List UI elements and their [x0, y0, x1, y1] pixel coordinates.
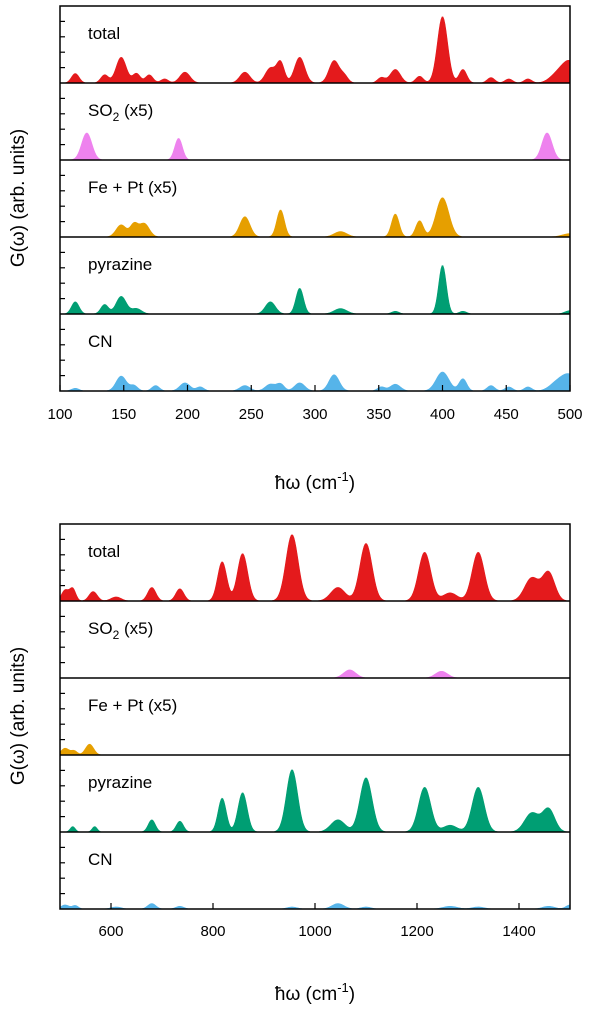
top-xtick-label: 100 [47, 406, 72, 423]
top-panel-FePt: Fe + Pt (x5) [60, 174, 571, 238]
bottom-label-FePt: Fe + Pt (x5) [88, 696, 177, 715]
bottom-panel-SO2: SO2 (x5) [60, 615, 570, 679]
top-xtick-label: 300 [302, 406, 327, 423]
top-panel-pyrazine: pyrazine [59, 251, 571, 315]
top-total-area [59, 16, 571, 84]
top-xtick-label: 450 [494, 406, 519, 423]
bottom-yaxis-title: G(ω) (arb. units) [8, 647, 29, 785]
bottom-xtick-label: 1000 [298, 923, 331, 940]
bottom-xaxis-title: ħω (cm-1) [275, 980, 355, 1005]
top-label-pyrazine: pyrazine [88, 255, 152, 274]
bottom-panel-total: total [59, 534, 571, 602]
top-chart: total SO2 (x5) Fe + Pt (x5) pyrazine CN 100 15… [8, 5, 583, 494]
bottom-label-SO2: SO2 (x5) [88, 619, 153, 642]
top-xtick-label: 150 [111, 406, 136, 423]
bottom-xtick-label: 1400 [502, 923, 535, 940]
top-xtick-label: 350 [366, 406, 391, 423]
top-panel-CN: CN [60, 328, 571, 392]
top-panel-SO2: SO2 (x5) [60, 97, 570, 161]
bottom-total-area [59, 534, 571, 602]
top-label-total: total [88, 24, 120, 43]
bottom-xtick-label: 800 [200, 923, 225, 940]
bottom-panel-pyrazine: pyrazine [60, 769, 571, 833]
bottom-label-CN: CN [88, 850, 113, 869]
top-label-FePt: Fe + Pt (x5) [88, 178, 177, 197]
top-xtick-label: 200 [175, 406, 200, 423]
top-FePt-area [60, 197, 571, 238]
top-xtick-label: 500 [557, 406, 582, 423]
top-SO2-area [60, 132, 570, 161]
bottom-panel-CN: CN [59, 846, 571, 910]
bottom-panel-FePt: Fe + Pt (x5) [59, 692, 570, 756]
top-xtick-label: 250 [239, 406, 264, 423]
bottom-FePt-area [59, 743, 570, 756]
top-xaxis-title: ħω (cm-1) [275, 469, 355, 494]
bottom-xtick-label: 600 [98, 923, 123, 940]
top-label-CN: CN [88, 332, 113, 351]
top-label-SO2: SO2 (x5) [88, 101, 153, 124]
bottom-label-pyrazine: pyrazine [88, 773, 152, 792]
bottom-chart: total SO2 (x5) Fe + Pt (x5) pyrazine CN 600 80… [8, 523, 571, 1005]
top-xtick-label: 400 [430, 406, 455, 423]
bottom-frame [59, 523, 571, 910]
top-panel-total: total [59, 16, 571, 84]
bottom-SO2-area [60, 669, 570, 679]
top-frame [59, 5, 571, 392]
top-yaxis-title: G(ω) (arb. units) [8, 129, 29, 267]
bottom-label-total: total [88, 542, 120, 561]
bottom-xtick-label: 1200 [400, 923, 433, 940]
